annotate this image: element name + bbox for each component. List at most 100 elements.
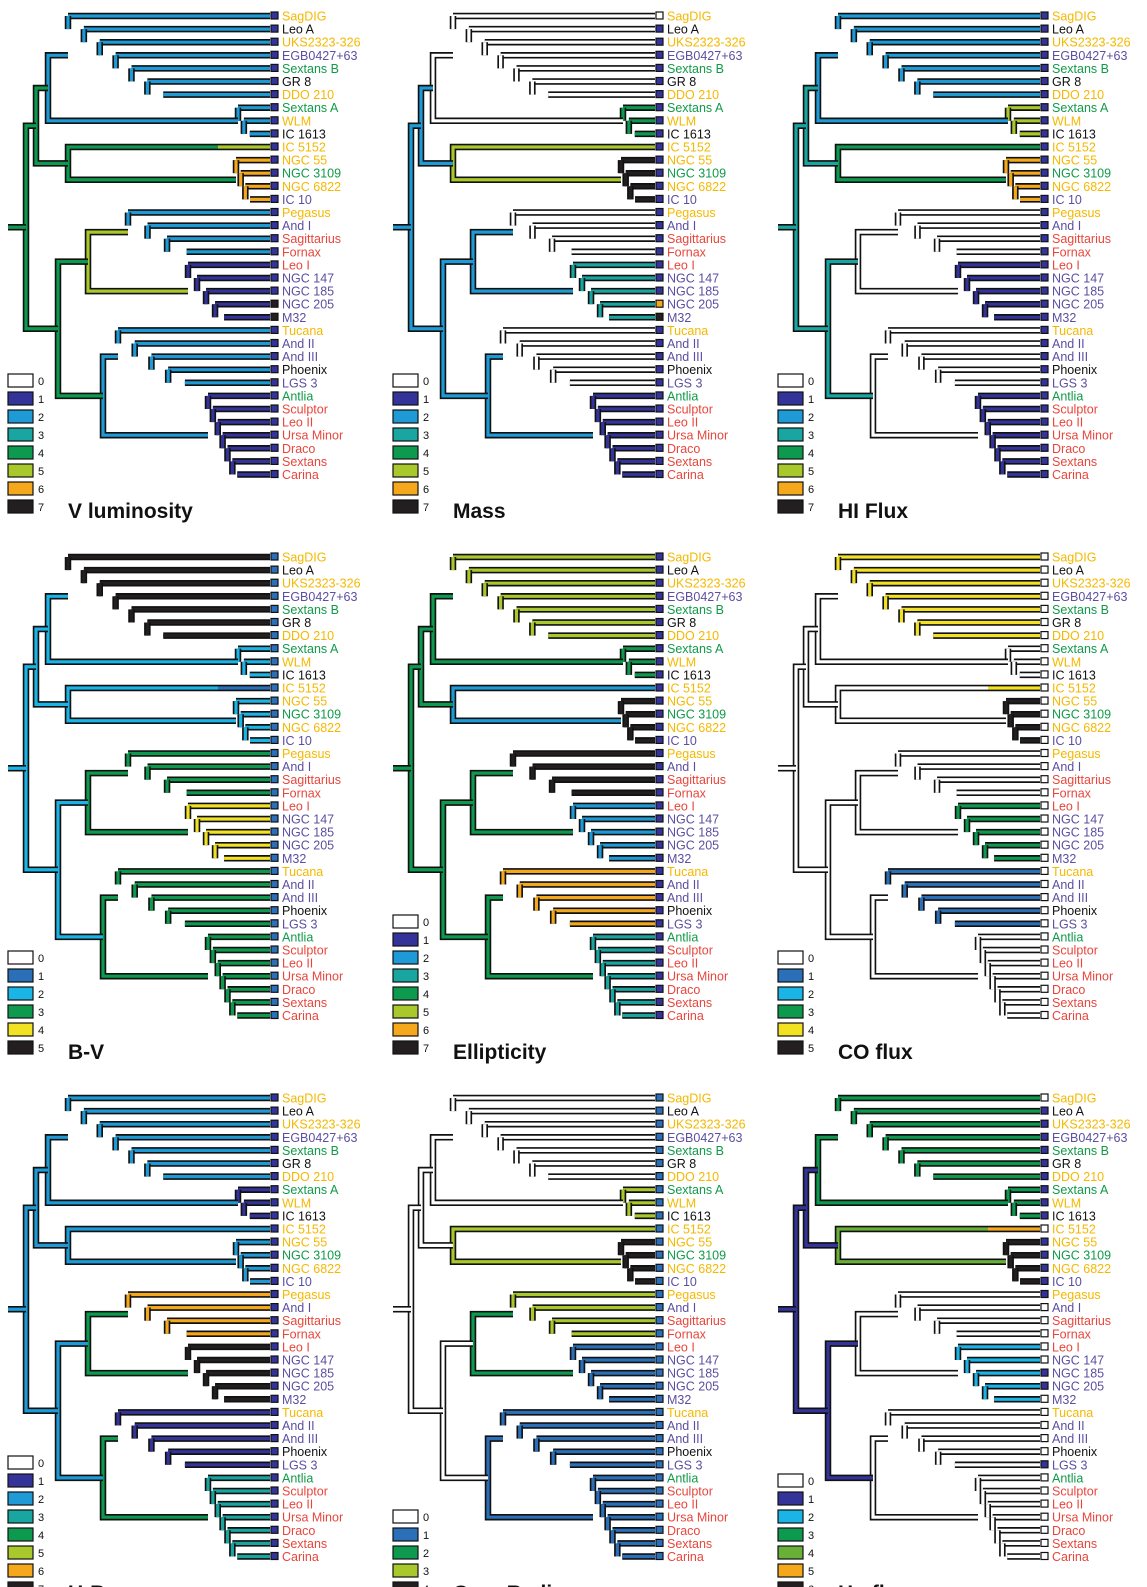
leaf-label: NGC 3109	[667, 167, 726, 181]
leaf-state-box	[1040, 207, 1049, 217]
leaf-label: NGC 185	[282, 826, 334, 840]
leaf-label: NGC 55	[667, 1236, 712, 1250]
leaf-state-box	[1040, 1158, 1049, 1168]
branch-outline	[22, 122, 58, 333]
legend-label: 0	[808, 1476, 814, 1488]
leaf-state-box	[270, 129, 279, 138]
leaf-state-box	[270, 194, 279, 203]
leaf-state-box	[655, 1224, 664, 1233]
leaf-state-box	[655, 1538, 664, 1547]
leaf-state-box	[655, 1132, 664, 1141]
leaf-label: Sagittarius	[1052, 773, 1111, 787]
leaf-label: Sextans	[1052, 1537, 1097, 1551]
legend-swatch	[777, 1509, 804, 1524]
leaf-label: Sagittarius	[1052, 1314, 1111, 1328]
legend-label: 5	[808, 1566, 814, 1578]
legend-swatch	[392, 1581, 419, 1587]
legend-label: 6	[38, 484, 44, 496]
leaf-label: Leo A	[282, 23, 315, 37]
leaf-state-box	[655, 696, 664, 705]
leaf-state-box	[655, 234, 664, 243]
legend-swatch	[392, 481, 419, 496]
leaf-label: NGC 55	[667, 695, 712, 709]
leaf-state-box	[1040, 286, 1049, 295]
leaf-label: Leo II	[1052, 416, 1083, 430]
leaf-label: WLM	[667, 1196, 696, 1210]
leaf-label: M32	[667, 311, 691, 325]
leaf-state-box	[655, 1499, 664, 1508]
legend-swatch	[7, 986, 34, 1001]
leaf-state-box	[655, 443, 664, 452]
leaf-state-box	[1040, 906, 1049, 915]
leaf-label: LGS 3	[667, 917, 702, 931]
leaf-state-box	[655, 456, 664, 465]
leaf-label: IC 10	[1052, 734, 1082, 748]
legend-label: 4	[423, 1584, 429, 1587]
branch-outline	[32, 84, 68, 167]
leaf-label: Fornax	[1052, 245, 1092, 259]
branch	[794, 124, 828, 331]
leaf-state-box	[270, 1237, 279, 1246]
leaf-state-box	[270, 142, 279, 151]
legend-swatch	[777, 499, 804, 514]
branch-outline	[407, 122, 443, 333]
leaf-state-box	[1040, 247, 1049, 256]
branches	[778, 12, 1040, 478]
branch-outline	[429, 1134, 623, 1207]
leaf-label: IC 10	[1052, 1275, 1082, 1289]
legend-swatch	[7, 1455, 34, 1470]
leaf-label: Sculptor	[667, 1485, 713, 1499]
leaf-state-box	[270, 1486, 279, 1495]
legend-label: 7	[808, 502, 814, 514]
legend-label: 2	[423, 1548, 429, 1560]
leaf-label: IC 1613	[667, 1209, 711, 1223]
branch-outline	[824, 799, 873, 941]
leaf-state-box	[270, 469, 279, 479]
legend-swatch	[777, 427, 804, 442]
leaf-label: And III	[667, 1432, 703, 1446]
leaf-label: Antlia	[667, 389, 698, 403]
leaf-label: Leo I	[282, 799, 310, 813]
legend-swatch	[392, 499, 419, 514]
leaf-state-box	[655, 103, 664, 112]
legend-swatch	[777, 968, 804, 983]
leaf-state-box	[655, 827, 664, 836]
leaf-state-box	[655, 129, 664, 138]
leaf-label: Phoenix	[282, 904, 328, 918]
leaf-state-box	[1040, 1486, 1049, 1495]
panel-title: V luminosity	[68, 500, 193, 523]
branch-outline	[792, 122, 828, 333]
leaf-label: NGC 6822	[667, 721, 726, 735]
leaf-label: LGS 3	[282, 376, 317, 390]
leaf-state-box	[1040, 1119, 1049, 1128]
leaf-state-box	[270, 919, 279, 928]
legend-swatch	[392, 1509, 419, 1524]
branches	[393, 12, 655, 478]
branch	[56, 260, 103, 398]
leaf-label: Tucana	[1052, 1406, 1093, 1420]
leaf-state-box	[1040, 709, 1049, 718]
leaf-label: Fornax	[667, 245, 707, 259]
leaf-state-box	[270, 1010, 279, 1020]
leaf-label: UKS2323-326	[282, 1118, 361, 1132]
leaf-label: EGB0427+63	[667, 1131, 742, 1145]
leaf-state-box	[655, 984, 664, 993]
leaf-label: NGC 185	[1052, 285, 1104, 299]
leaf-state-box	[1040, 853, 1049, 862]
leaf-label: Ursa Minor	[1052, 1511, 1113, 1525]
leaf-state-box	[655, 391, 664, 400]
leaf-state-box	[1040, 1538, 1049, 1547]
leaf-state-box	[270, 1329, 279, 1338]
leaf-label: NGC 147	[1052, 1354, 1104, 1368]
leaf-state-box	[270, 286, 279, 295]
leaf-label: Leo A	[282, 564, 315, 578]
leaf-state-box	[1040, 24, 1049, 33]
leaf-state-box	[1040, 365, 1049, 374]
leaf-label: WLM	[1052, 655, 1081, 669]
leaf-label: Sextans B	[667, 62, 724, 76]
leaf-label: GR 8	[667, 1157, 696, 1171]
leaf-state-box	[1040, 840, 1049, 849]
leaf-label: UKS2323-326	[667, 577, 746, 591]
leaf-label: NGC 185	[667, 285, 719, 299]
